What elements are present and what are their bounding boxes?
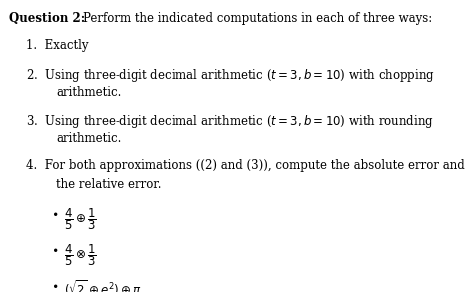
- Text: 2.  Using three-digit decimal arithmetic ($t = 3, b = 10$) with chopping: 2. Using three-digit decimal arithmetic …: [26, 67, 435, 84]
- Text: Question 2:: Question 2:: [9, 12, 85, 25]
- Text: 3.  Using three-digit decimal arithmetic ($t = 3, b = 10$) with rounding: 3. Using three-digit decimal arithmetic …: [26, 113, 434, 130]
- Text: $\bullet$: $\bullet$: [51, 278, 59, 291]
- Text: $\dfrac{4}{5} \oplus \dfrac{1}{3}$: $\dfrac{4}{5} \oplus \dfrac{1}{3}$: [64, 206, 97, 232]
- Text: arithmetic.: arithmetic.: [56, 132, 121, 145]
- Text: $\dfrac{4}{5} \otimes \dfrac{1}{3}$: $\dfrac{4}{5} \otimes \dfrac{1}{3}$: [64, 242, 97, 268]
- Text: the relative error.: the relative error.: [56, 178, 162, 191]
- Text: $(\sqrt{2} \oplus e^2) \oplus \pi$: $(\sqrt{2} \oplus e^2) \oplus \pi$: [64, 278, 142, 292]
- Text: $\bullet$: $\bullet$: [51, 242, 59, 255]
- Text: arithmetic.: arithmetic.: [56, 86, 121, 99]
- Text: 4.  For both approximations ((2) and (3)), compute the absolute error and: 4. For both approximations ((2) and (3))…: [26, 159, 465, 172]
- Text: Perform the indicated computations in each of three ways:: Perform the indicated computations in ea…: [83, 12, 432, 25]
- Text: 1.  Exactly: 1. Exactly: [26, 39, 89, 52]
- Text: $\bullet$: $\bullet$: [51, 206, 59, 219]
